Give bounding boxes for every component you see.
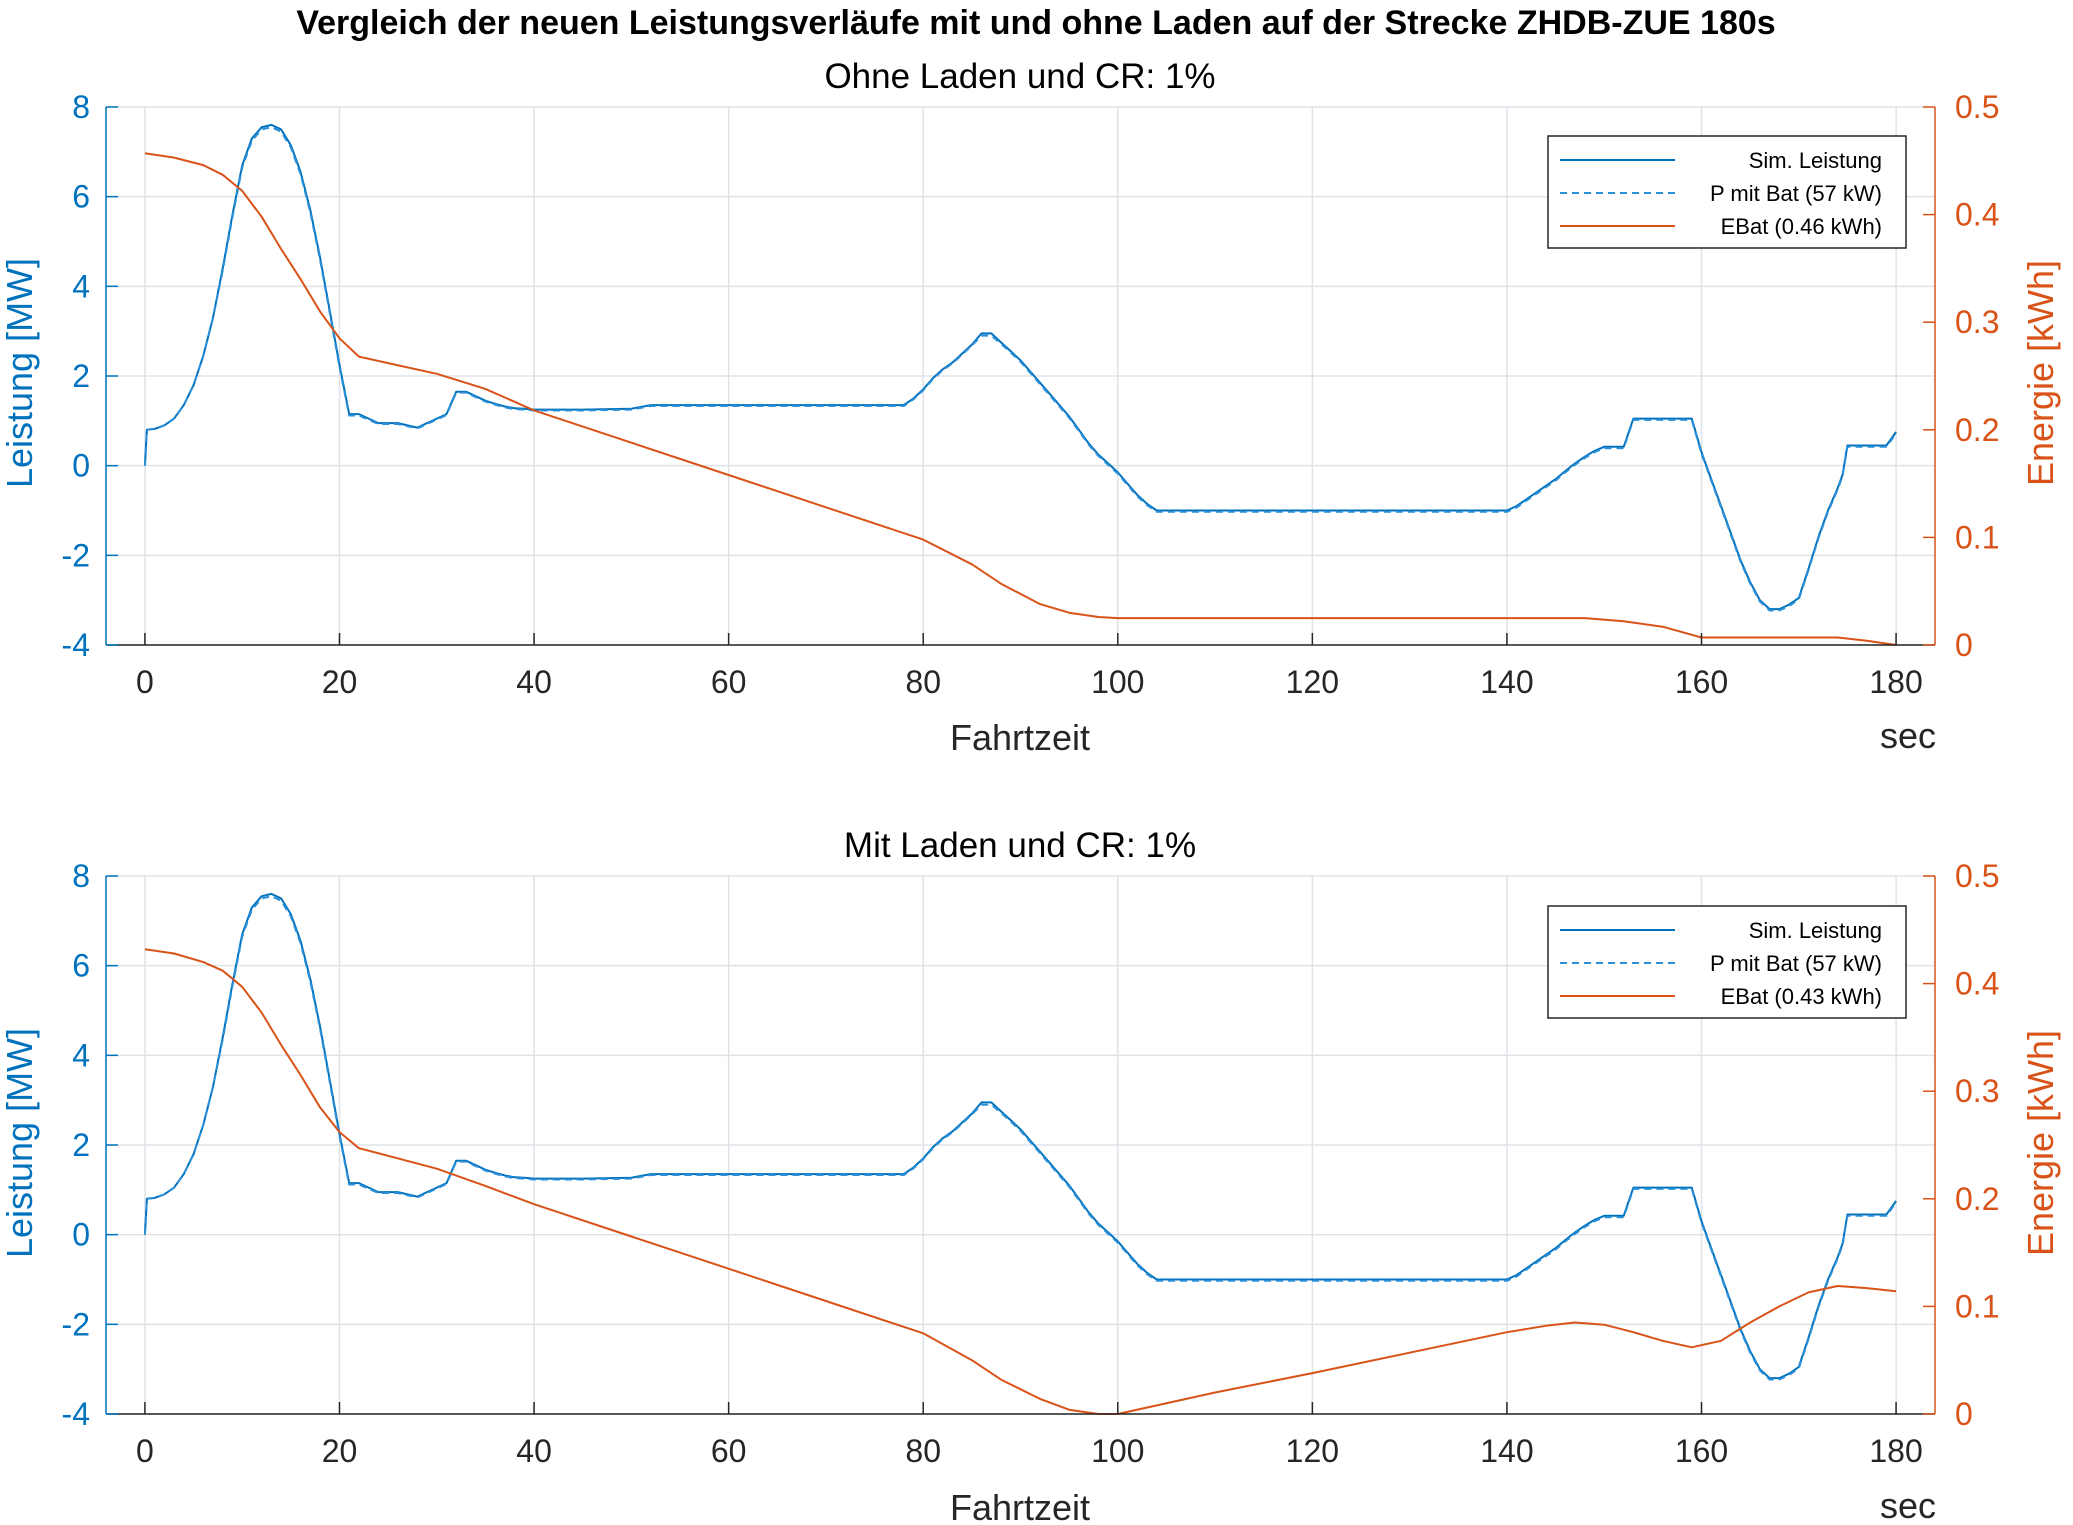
x-tick-label: 40 [516, 664, 552, 700]
y-left-tick-label: 0 [72, 448, 90, 484]
y-right-tick-label: 0.3 [1955, 1073, 1999, 1109]
series-line-p-mit-bat [143, 895, 1897, 1381]
y-left-tick-label: 8 [72, 858, 90, 894]
x-tick-label: 120 [1286, 1433, 1339, 1469]
series-line-ebat [144, 152, 1897, 646]
x-tick-label: 180 [1869, 1433, 1922, 1469]
subplot-bottom-legend: Sim. Leistung P mit Bat (57 kW) EBat (0.… [1547, 905, 1907, 1019]
y-left-tick-label: 0 [72, 1217, 90, 1253]
x-tick-label: 160 [1675, 664, 1728, 700]
y-right-tick-label: 0.2 [1955, 1181, 1999, 1217]
y-left-tick-label: 6 [72, 948, 90, 984]
x-tick-label: 60 [711, 664, 747, 700]
x-tick-label: 60 [711, 1433, 747, 1469]
legend-label-ebat: EBat (0.43 kWh) [1721, 984, 1882, 1009]
x-tick-label: 80 [905, 1433, 941, 1469]
x-tick-label: 80 [905, 664, 941, 700]
y-left-tick-label: -2 [62, 537, 90, 573]
x-tick-label: 180 [1869, 664, 1922, 700]
subplot-top-xunit: sec [1880, 715, 1936, 756]
y-right-tick-label: 0.4 [1955, 197, 1999, 233]
series-line-p-mit-bat [143, 126, 1897, 612]
subplot-bottom: Mit Laden und CR: 1% Fahrtzeit sec Leist… [0, 826, 2061, 1525]
subplot-top-xlabel: Fahrtzeit [950, 717, 1090, 758]
y-left-tick-label: 8 [72, 89, 90, 125]
x-tick-label: 100 [1091, 664, 1144, 700]
y-right-tick-label: 0 [1955, 627, 1973, 663]
legend-label-pbat: P mit Bat (57 kW) [1710, 951, 1882, 976]
y-right-tick-label: 0.4 [1955, 966, 1999, 1002]
subplot-top-title: Ohne Laden und CR: 1% [824, 57, 1215, 96]
subplot-top-legend: Sim. Leistung P mit Bat (57 kW) EBat (0.… [1547, 135, 1907, 249]
subplot-top: Ohne Laden und CR: 1% Fahrtzeit sec Leis… [0, 57, 2061, 758]
y-left-tick-label: 4 [72, 268, 90, 304]
y-right-tick-label: 0.1 [1955, 1288, 1999, 1324]
subplot-bottom-ylabel-left: Leistung [MW] [0, 1028, 40, 1258]
y-right-tick-label: 0 [1955, 1396, 1973, 1432]
legend-box [1547, 905, 1907, 1019]
x-tick-label: 20 [322, 664, 358, 700]
x-tick-label: 140 [1480, 664, 1533, 700]
subplot-bottom-xlabel: Fahrtzeit [950, 1487, 1090, 1525]
legend-label-ebat: EBat (0.46 kWh) [1721, 214, 1882, 239]
x-tick-label: 100 [1091, 1433, 1144, 1469]
x-tick-label: 40 [516, 1433, 552, 1469]
subplot-top-ylabel-right: Energie [kWh] [2020, 260, 2061, 486]
y-left-tick-label: 4 [72, 1037, 90, 1073]
x-tick-label: 120 [1286, 664, 1339, 700]
legend-label-pbat: P mit Bat (57 kW) [1710, 181, 1882, 206]
y-right-tick-label: 0.3 [1955, 304, 1999, 340]
subplot-bottom-xunit: sec [1880, 1485, 1936, 1525]
y-left-tick-label: 6 [72, 179, 90, 215]
legend-label-sim: Sim. Leistung [1749, 918, 1882, 943]
y-right-tick-label: 0.5 [1955, 858, 1999, 894]
y-right-tick-label: 0.5 [1955, 89, 1999, 125]
y-left-tick-label: -4 [62, 1396, 90, 1432]
subplot-top-ylabel-left: Leistung [MW] [0, 258, 40, 488]
figure-suptitle: Vergleich der neuen Leistungsverläufe mi… [296, 4, 1775, 42]
subplot-bottom-title: Mit Laden und CR: 1% [844, 826, 1196, 865]
y-left-tick-label: 2 [72, 1127, 90, 1163]
x-tick-label: 0 [136, 1433, 154, 1469]
y-left-tick-label: -4 [62, 627, 90, 663]
y-right-tick-label: 0.2 [1955, 412, 1999, 448]
legend-box [1547, 135, 1907, 249]
y-right-tick-label: 0.1 [1955, 519, 1999, 555]
series-line-ebat [144, 948, 1897, 1415]
x-tick-label: 160 [1675, 1433, 1728, 1469]
x-tick-label: 0 [136, 664, 154, 700]
x-tick-label: 140 [1480, 1433, 1533, 1469]
x-tick-label: 20 [322, 1433, 358, 1469]
legend-label-sim: Sim. Leistung [1749, 148, 1882, 173]
y-left-tick-label: -2 [62, 1306, 90, 1342]
y-left-tick-label: 2 [72, 358, 90, 394]
subplot-bottom-ylabel-right: Energie [kWh] [2020, 1030, 2061, 1256]
